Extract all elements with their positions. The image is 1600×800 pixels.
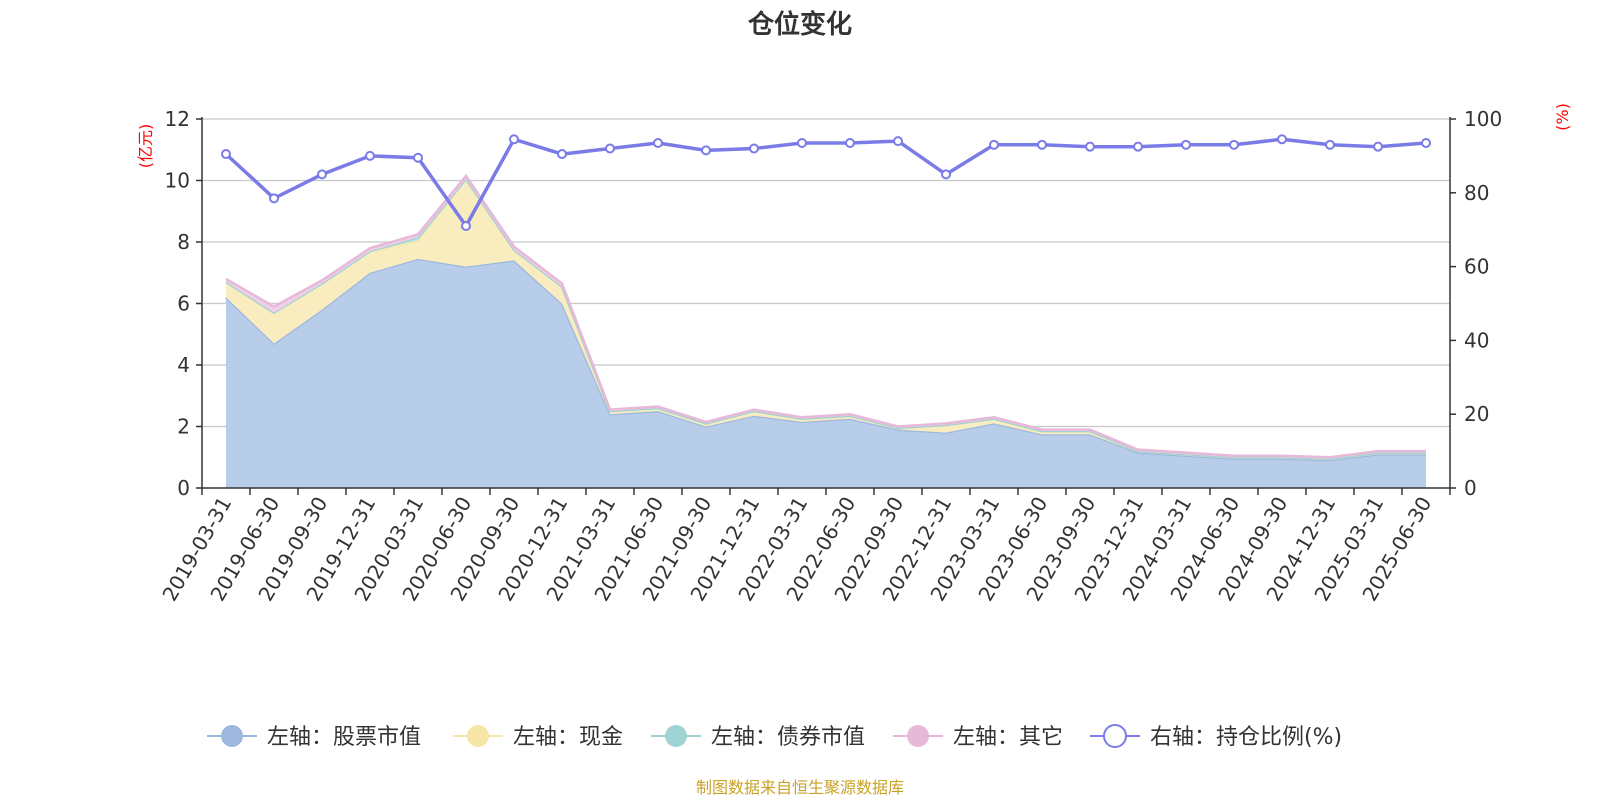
left-tick-label: 4 bbox=[177, 353, 190, 377]
line-point bbox=[1325, 139, 1335, 150]
legend-item: 左轴：现金 bbox=[453, 725, 623, 750]
line-point bbox=[1373, 141, 1383, 152]
legend-swatch-marker bbox=[1103, 724, 1127, 748]
legend-item: 左轴：债券市值 bbox=[651, 725, 865, 750]
line-point bbox=[557, 149, 567, 160]
legend-swatch-marker bbox=[665, 725, 687, 747]
left-tick-label: 10 bbox=[165, 169, 190, 193]
stacked-areas bbox=[225, 173, 1426, 488]
legend-item: 左轴：其它 bbox=[893, 725, 1063, 750]
legend-swatch-marker bbox=[907, 725, 929, 747]
line-point bbox=[413, 152, 423, 163]
line-point bbox=[221, 149, 231, 160]
legend-label: 左轴：股票市值 bbox=[267, 725, 421, 750]
line-point bbox=[1421, 137, 1431, 148]
legend-label: 右轴：持仓比例(%) bbox=[1150, 725, 1342, 750]
line-point bbox=[941, 169, 951, 180]
legend-item: 右轴：持仓比例(%) bbox=[1090, 724, 1342, 750]
area-edge-左轴：其它 bbox=[225, 173, 1426, 459]
area-左轴：股票市值 bbox=[226, 258, 1426, 488]
data-source-note: 制图数据来自恒生聚源数据库 bbox=[696, 778, 904, 797]
legend-label: 左轴：其它 bbox=[953, 725, 1063, 750]
line-point bbox=[1277, 134, 1287, 145]
chart-title: 仓位变化 bbox=[747, 9, 852, 40]
legend: 左轴：股票市值 左轴：现金 左轴：债券市值 左轴：其它 右轴：持仓比例(%) bbox=[207, 724, 1342, 750]
right-tick-label: 20 bbox=[1464, 402, 1489, 426]
left-tick-label: 2 bbox=[177, 415, 190, 439]
line-path bbox=[224, 137, 1427, 228]
line-point bbox=[989, 139, 999, 150]
left-tick-label: 8 bbox=[177, 230, 190, 254]
right-tick-label: 100 bbox=[1464, 107, 1502, 131]
right-tick-label: 60 bbox=[1464, 255, 1489, 279]
line-point bbox=[269, 193, 279, 204]
legend-swatch-marker bbox=[467, 725, 489, 747]
right-tick-label: 40 bbox=[1464, 328, 1489, 352]
right-axis-unit: (%) bbox=[1553, 103, 1572, 131]
line-point bbox=[653, 137, 663, 148]
left-tick-label: 12 bbox=[165, 107, 190, 131]
line-point bbox=[461, 221, 471, 232]
line-point bbox=[605, 143, 615, 154]
left-tick-label: 0 bbox=[177, 476, 190, 500]
legend-label: 左轴：债券市值 bbox=[711, 725, 865, 750]
line-point bbox=[845, 137, 855, 148]
line-point bbox=[317, 169, 327, 180]
holding-ratio-line bbox=[221, 134, 1431, 232]
line-point bbox=[365, 150, 375, 161]
legend-item: 左轴：股票市值 bbox=[207, 725, 421, 750]
line-point bbox=[749, 143, 759, 154]
right-tick-label: 80 bbox=[1464, 181, 1489, 205]
line-point bbox=[1037, 139, 1047, 150]
left-tick-label: 6 bbox=[177, 292, 190, 316]
legend-swatch-marker bbox=[221, 725, 243, 747]
legend-label: 左轴：现金 bbox=[513, 725, 623, 750]
line-point bbox=[797, 137, 807, 148]
right-tick-label: 0 bbox=[1464, 476, 1477, 500]
line-point bbox=[1229, 139, 1239, 150]
left-axis-unit: (亿元) bbox=[136, 124, 155, 169]
line-point bbox=[701, 145, 711, 156]
line-point bbox=[509, 134, 519, 145]
line-point bbox=[1181, 139, 1191, 150]
line-point bbox=[1133, 141, 1143, 152]
line-point bbox=[893, 136, 903, 147]
line-point bbox=[1085, 141, 1095, 152]
